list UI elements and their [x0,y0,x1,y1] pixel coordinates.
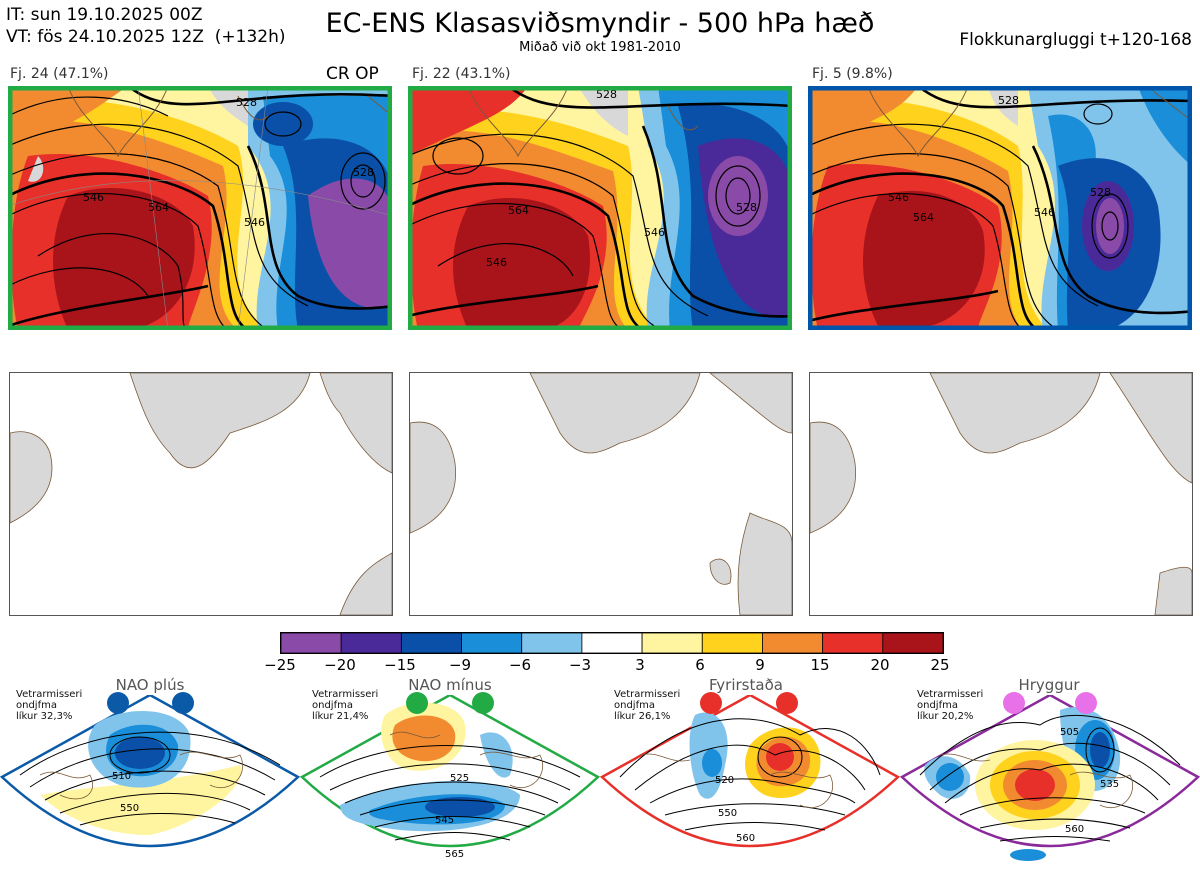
contour-label: 565 [445,849,464,860]
contour-label: 546 [888,191,909,204]
contour-label: 505 [1060,727,1079,738]
contour-label: 564 [508,204,529,217]
cluster-3-label: Fj. 5 (9.8%) [812,66,893,82]
contour-label: 546 [1034,206,1055,219]
page-subtitle: Miðað við okt 1981-2010 [519,40,681,55]
regime-title-ridge: Hryggur [1018,676,1080,694]
contour-label: 510 [112,771,131,782]
cluster-3-map: 546 528 546 564 528 [808,86,1192,330]
valid-time: VT: fös 24.10.2025 12Z (+132h) [6,27,286,47]
contour-label: 535 [1100,779,1119,790]
contour-label: 545 [435,815,454,826]
regime-dot-nao-minus [472,692,494,714]
contour-label: 528 [596,88,617,101]
regime-dot-nao-plus [107,692,129,714]
regime-note-nao-plus: Vetrarmisseri ondjfma líkur 32,3% [16,689,83,722]
regime-dot-blocking [776,692,798,714]
colorbar-tick-label: 15 [810,656,830,674]
colorbar-tick-label: 3 [635,656,645,674]
contour-label: 564 [148,201,169,214]
regime-note-nao-minus: Vetrarmisseri ondjfma líkur 21,4% [312,689,379,722]
colorbar-swatch [822,633,884,653]
empty-map-2 [409,372,793,616]
regime-dot-ridge [1003,692,1025,714]
regime-nao-minus: 525 545 565 [299,693,601,871]
contour-label: 528 [736,201,757,214]
cluster-1-border [8,86,392,330]
contour-label: 560 [736,833,755,844]
cluster-1-label: Fj. 24 (47.1%) [10,66,109,82]
colorbar-swatch [400,633,462,653]
regime-title-nao-plus: NAO plús [115,676,185,694]
regime-blocking: 520 550 560 [599,693,901,871]
regime-dot-nao-minus [406,692,428,714]
contour-label: 560 [1065,824,1084,835]
colorbar-tick-label: 20 [870,656,890,674]
cluster-1-map: 546 528 546 564 528 [8,86,392,330]
cluster-1-tag: CR OP [326,64,379,84]
colorbar-swatch [701,633,763,653]
clustering-window: Flokkunargluggi t+120-168 [959,30,1192,50]
contour-label: 528 [353,166,374,179]
colorbar-swatch [281,633,342,653]
colorbar-tick-label: −20 [324,656,356,674]
contour-label: 528 [998,94,1019,107]
regime-dot-blocking [700,692,722,714]
colorbar-swatch [521,633,583,653]
contour-label: 546 [244,216,265,229]
cluster-2-map: 546 528 546 564 528 [408,86,792,330]
regime-note-ridge: Vetrarmisseri ondjfma líkur 20,2% [917,689,984,722]
regime-note-blocking: Vetrarmisseri ondjfma líkur 26,1% [614,689,681,722]
colorbar-swatch [581,633,643,653]
contour-label: 546 [486,256,507,269]
contour-label: 520 [715,775,734,786]
colorbar-tick-label: −6 [508,656,532,674]
contour-label: 528 [1090,186,1111,199]
contour-label: 546 [644,226,665,239]
cluster-2-border [408,86,792,330]
colorbar-tick-label: 6 [695,656,705,674]
colorbar-swatch [762,633,824,653]
cluster-2-label: Fj. 22 (43.1%) [412,66,511,82]
contour-label: 550 [718,808,737,819]
colorbar-swatch [340,633,402,653]
contour-label: 564 [913,211,934,224]
regime-ridge: 505 535 560 [899,693,1200,871]
colorbar-tick-label: 9 [755,656,765,674]
contour-label: 528 [236,96,257,109]
colorbar-swatch [882,633,943,653]
colorbar-tick-label: −3 [568,656,592,674]
colorbar-tick-label: −9 [448,656,472,674]
run-info: IT: sun 19.10.2025 00Z VT: fös 24.10.202… [6,4,285,48]
regime-title-blocking: Fyrirstaða [709,676,783,694]
page-title: EC-ENS Klasasviðsmyndir - 500 hPa hæð [325,8,875,39]
initial-time: IT: sun 19.10.2025 00Z [6,5,203,25]
colorbar-swatch [641,633,703,653]
cluster-3-border [808,86,1192,330]
regime-dot-nao-plus [172,692,194,714]
colorbar-swatch [461,633,523,653]
regime-nao-plus: 510 550 [0,693,301,871]
contour-label: 550 [120,803,139,814]
contour-label: 525 [450,773,469,784]
colorbar [280,632,944,654]
contour-label: 546 [83,191,104,204]
empty-map-1 [9,372,393,616]
colorbar-tick-label: 25 [930,656,950,674]
colorbar-tick-label: −15 [384,656,416,674]
regime-title-nao-minus: NAO mínus [408,676,492,694]
empty-map-3 [809,372,1193,616]
colorbar-tick-label: −25 [264,656,296,674]
regime-dot-ridge [1075,692,1097,714]
